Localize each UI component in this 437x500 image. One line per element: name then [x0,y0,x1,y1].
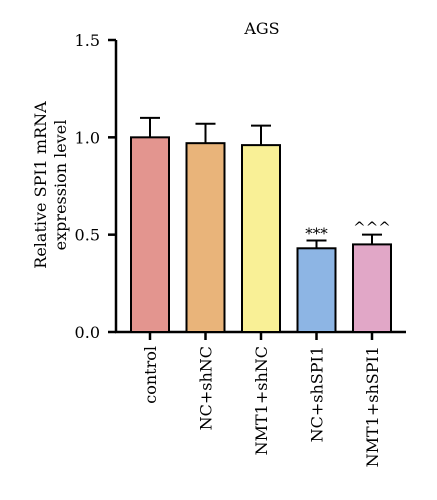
x-tick-label: NC+shNC [197,346,216,430]
significance-annotation: *** [305,225,328,243]
y-axis-label-line1: Relative SPI1 mRNA [31,101,50,269]
bar-nmt1-shspi1 [352,243,392,333]
significance-annotation: ^^^ [353,219,391,237]
x-tick-labels: control NC+shNC NMT1+shNC NC+shSPI1 NMT1+shS… [141,332,382,467]
bar-nmt1-shnc [241,144,281,333]
y-ticks: 0.0 0.5 1.0 1.5 [75,31,116,342]
x-tick-label: NMT1+shSPI1 [363,346,382,467]
x-tick-label: NC+shSPI1 [308,346,327,442]
x-tick-label: control [141,346,160,404]
bar-control [130,136,170,333]
y-tick-label: 1.0 [75,128,100,147]
bar-nc-shnc [185,142,226,333]
bars: *** ^^^ [130,116,392,333]
y-axis-label-line2: expression level [51,120,70,251]
chart-title: AGS [243,19,279,38]
y-tick-label: 0.0 [75,323,100,342]
y-axis-label: Relative SPI1 mRNA expression level [31,101,70,269]
y-tick-label: 1.5 [75,31,100,50]
x-tick-label: NMT1+shNC [252,346,271,455]
y-tick-label: 0.5 [75,226,100,245]
bar-nc-shspi1 [296,247,337,333]
